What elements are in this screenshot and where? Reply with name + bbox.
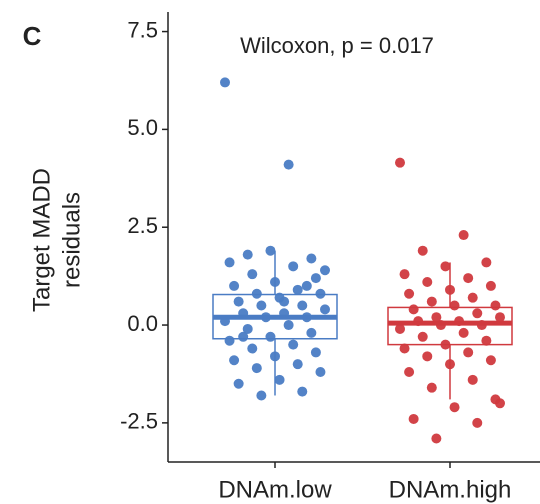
data-point [440,339,451,350]
data-point [265,245,276,256]
data-point [426,382,437,393]
data-point [233,296,244,307]
data-point [310,347,321,358]
y-axis-label: Target MADD [28,168,55,312]
panel-label: C [23,21,42,51]
data-point [449,402,460,413]
annotation: Wilcoxon, p = 0.017 [240,33,434,58]
data-point [458,230,469,241]
data-point [288,339,299,350]
data-point [283,159,294,170]
data-point [297,386,308,397]
data-point [404,288,415,299]
data-point [417,245,428,256]
data-point [399,269,410,280]
data-point [310,273,321,284]
y-tick-label: -2.5 [120,409,158,434]
data-point [426,296,437,307]
data-point [233,378,244,389]
data-point [265,331,276,342]
data-point [306,253,317,264]
data-point [399,343,410,354]
data-point [224,257,235,268]
data-point [274,374,285,385]
data-point [292,359,303,370]
data-point [301,280,312,291]
y-tick-label: 2.5 [127,213,158,238]
data-point [242,249,253,260]
data-point [449,300,460,311]
data-point [297,300,308,311]
data-point [467,292,478,303]
data-point [320,265,330,276]
data-point [495,312,505,323]
data-point [490,300,501,311]
data-point [417,331,428,342]
y-axis-label: residuals [58,192,85,288]
data-point [445,284,455,295]
data-point [247,343,258,354]
data-point [292,284,303,295]
data-point [288,261,299,272]
data-point [495,398,505,409]
data-point [242,323,253,334]
data-point [306,327,317,338]
data-point [440,261,451,272]
data-point [256,300,267,311]
x-tick-label: DNAm.low [218,476,332,503]
data-point [485,280,496,291]
data-point [229,355,240,366]
data-point [247,269,258,280]
y-tick-label: 5.0 [127,115,158,140]
data-point [220,77,230,88]
data-point [224,335,235,346]
data-point [422,351,433,362]
y-tick-label: 7.5 [127,17,158,42]
data-point [472,417,483,428]
data-point [315,367,326,377]
data-point [422,277,433,287]
data-point [320,304,330,315]
data-point [431,312,442,323]
data-point [445,359,455,370]
data-point [395,323,405,334]
data-point [251,363,262,374]
data-point [315,288,326,299]
data-point [270,277,280,287]
data-point [283,320,294,331]
data-point [256,390,267,401]
data-point [463,273,474,284]
data-point [279,296,290,307]
data-point [404,367,415,377]
data-point [270,351,280,362]
data-point [408,304,419,315]
x-tick-label: DNAm.high [389,476,512,503]
data-point [458,327,469,338]
data-point [251,288,262,299]
data-point [463,347,474,358]
data-point [431,433,442,444]
y-tick-label: 0.0 [127,311,158,336]
data-point [408,413,419,424]
data-point [467,374,478,385]
data-point [238,331,249,342]
data-point [481,257,492,268]
data-point [485,355,496,366]
data-point [472,308,483,319]
data-point [481,335,492,346]
data-point [229,280,240,291]
data-point [395,157,405,168]
box [387,306,513,346]
